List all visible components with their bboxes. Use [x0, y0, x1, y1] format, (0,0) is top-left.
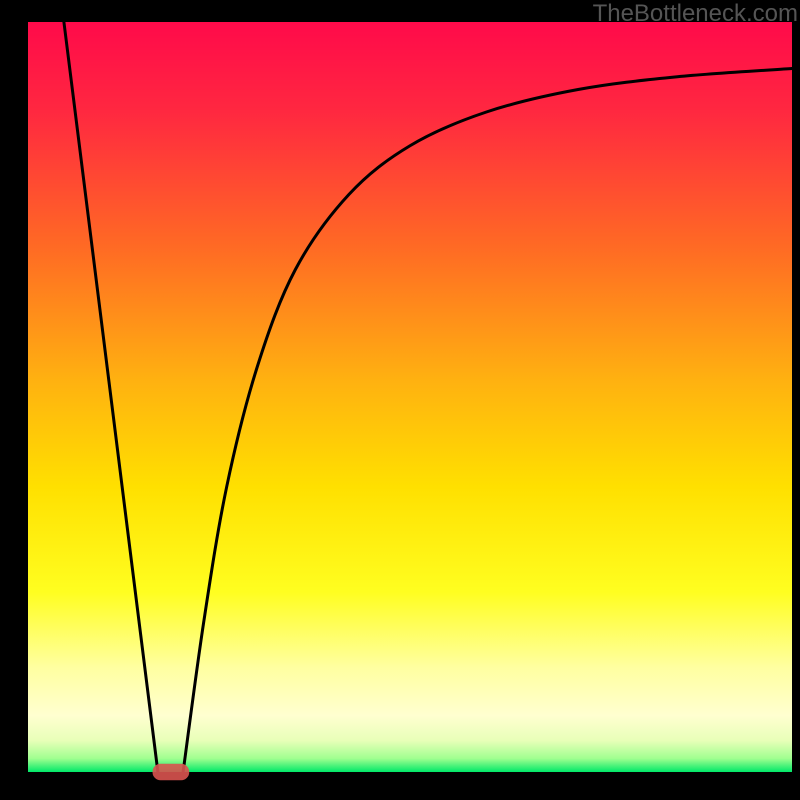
watermark-text: TheBottleneck.com [593, 0, 798, 28]
bottleneck-chart [0, 0, 800, 800]
optimum-marker [153, 764, 190, 781]
chart-container: TheBottleneck.com [0, 0, 800, 800]
